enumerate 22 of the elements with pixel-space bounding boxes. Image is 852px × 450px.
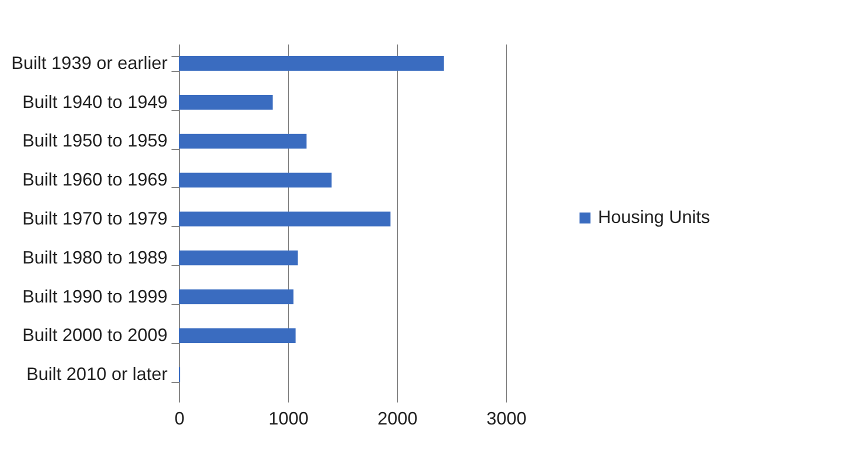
- bar: [179, 172, 332, 188]
- y-tick-label: Built 2000 to 2009: [22, 325, 168, 346]
- bar: [179, 94, 273, 110]
- bar: [179, 56, 444, 71]
- y-tick-label: Built 1970 to 1979: [22, 208, 168, 228]
- y-tick-label: Built 1940 to 1949: [22, 92, 168, 112]
- y-tick-label: Built 1980 to 1989: [22, 247, 168, 268]
- bar: [179, 134, 307, 149]
- y-tick-label: Built 2010 or later: [26, 364, 168, 384]
- bar: [179, 289, 294, 304]
- y-tick-label: Built 1990 to 1999: [22, 286, 168, 306]
- x-tick-label: 1000: [268, 408, 309, 428]
- x-tick-label: 3000: [486, 408, 527, 428]
- bar: [179, 250, 298, 266]
- x-tick-label: 0: [174, 408, 185, 428]
- y-tick-label: Built 1950 to 1959: [22, 130, 168, 151]
- bar: [179, 328, 296, 344]
- y-tick-label: Built 1939 or earlier: [11, 52, 168, 73]
- x-tick-label: 2000: [377, 408, 418, 428]
- bar: [179, 212, 390, 226]
- y-tick-label: Built 1960 to 1969: [22, 170, 168, 190]
- legend-label: Housing Units: [598, 207, 710, 227]
